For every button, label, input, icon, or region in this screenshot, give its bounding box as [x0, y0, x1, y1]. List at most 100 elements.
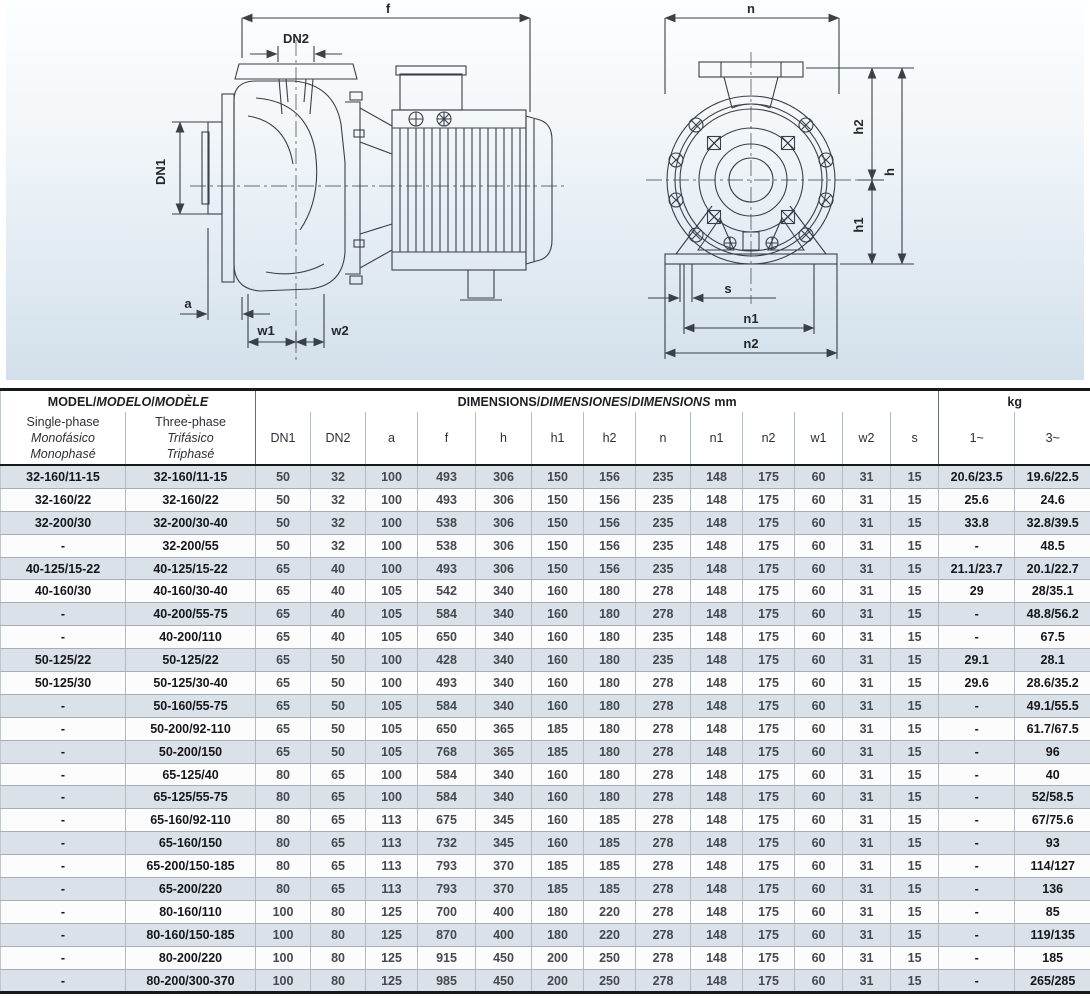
dim-cell: 148	[690, 740, 744, 764]
dim-cell: 50	[310, 717, 367, 741]
dim-cell: 148	[690, 602, 744, 627]
model-three-cell: 32-200/30-40	[125, 511, 257, 535]
separator: /	[627, 394, 632, 409]
dim-cell: 200	[531, 946, 585, 970]
col-header-w1: w1	[794, 412, 843, 466]
pump-casing	[201, 63, 358, 292]
three-phase-en: Three-phase	[155, 414, 226, 429]
weight-cell: -	[938, 740, 1016, 764]
dim-cell: 65	[310, 854, 367, 879]
dimensions-header: DIMENSIONS/DIMENSIONES/DIMENSIONS mm	[255, 389, 939, 412]
dim-cell: 50	[255, 511, 312, 535]
weight-cell: -	[938, 877, 1016, 901]
dim-cell: 278	[635, 854, 692, 879]
model-three-cell: 40-125/15-22	[125, 557, 257, 581]
dim-cell: 175	[742, 763, 796, 787]
dim-cell: 793	[417, 854, 477, 879]
dim-cell: 160	[531, 694, 585, 718]
model-three-cell: 50-200/92-110	[125, 717, 257, 741]
dim-cell: 345	[475, 808, 533, 833]
table-row: -32-200/55 50 32 100 538 306 150 156 235 148 175 60…	[0, 534, 1090, 558]
separator: /	[92, 394, 97, 409]
dim-cell: 113	[365, 831, 419, 856]
dim-cell: 175	[742, 694, 796, 718]
dim-cell: 15	[890, 579, 940, 604]
model-single-cell: -	[0, 625, 126, 650]
weight-cell: 29.1	[938, 648, 1016, 673]
weight-cell: -	[938, 946, 1016, 970]
dim-cell: 235	[635, 648, 692, 673]
weight-cell: 48.8/56.2	[1014, 602, 1090, 627]
dim-cell: 345	[475, 831, 533, 856]
dim-cell: 50	[255, 488, 312, 512]
model-single-cell: 32-200/30	[0, 511, 126, 535]
three-phase-es: Trifásico	[167, 430, 214, 445]
dim-cell: 100	[365, 534, 419, 558]
dim-cell: 370	[475, 877, 533, 901]
dim-cell: 235	[635, 625, 692, 650]
col-header-dn2: DN2	[310, 412, 366, 466]
dim-cell: 148	[690, 923, 744, 947]
weight-cell: 28.1	[1014, 648, 1090, 673]
dim-cell: 15	[890, 534, 940, 558]
dim-cell: 175	[742, 969, 796, 994]
weight-cell: 61.7/67.5	[1014, 717, 1090, 741]
dim-cell: 675	[417, 808, 477, 833]
model-single-cell: 40-125/15-22	[0, 557, 126, 581]
dim-cell: 15	[890, 671, 940, 695]
dim-cell: 15	[890, 511, 940, 535]
dim-cell: 31	[842, 785, 892, 810]
dim-cell: 175	[742, 465, 796, 489]
dim-cell: 278	[635, 740, 692, 764]
dim-cell: 40	[310, 625, 367, 650]
dim-cell: 50	[310, 740, 367, 764]
model-single-cell: -	[0, 923, 126, 947]
dim-cell: 60	[794, 831, 844, 856]
dim-label-h2: h2	[851, 119, 866, 134]
model-single-cell: -	[0, 946, 126, 970]
model-three-cell: 50-160/55-75	[125, 694, 257, 718]
weight-cell: 67.5	[1014, 625, 1090, 650]
dim-cell: 31	[842, 877, 892, 901]
dim-cell: 15	[890, 602, 940, 627]
dim-cell: 31	[842, 602, 892, 627]
dim-cell: 235	[635, 488, 692, 512]
dim-cell: 148	[690, 534, 744, 558]
table-row: -65-160/150 80 65 113 732 345 160 185 278 148 175 6…	[0, 831, 1090, 856]
dim-cell: 340	[475, 579, 533, 604]
dim-cell: 175	[742, 740, 796, 764]
weight-cell: 96	[1014, 740, 1090, 764]
dim-cell: 180	[583, 785, 637, 810]
model-single-cell: -	[0, 854, 126, 879]
model-single-cell: -	[0, 763, 126, 787]
dim-cell: 31	[842, 946, 892, 970]
kg-header: kg	[938, 389, 1090, 412]
model-three-cell: 65-125/40	[125, 763, 257, 787]
col-header-f: f	[417, 412, 476, 466]
dim-cell: 185	[583, 831, 637, 856]
dim-cell: 15	[890, 648, 940, 673]
dimension-n2	[664, 264, 838, 359]
dim-cell: 60	[794, 808, 844, 833]
dim-cell: 185	[531, 740, 585, 764]
dim-cell: 60	[794, 694, 844, 718]
dim-cell: 31	[842, 854, 892, 879]
weight-cell: -	[938, 534, 1016, 558]
dim-cell: 31	[842, 969, 892, 994]
dim-cell: 584	[417, 694, 477, 718]
dim-cell: 160	[531, 808, 585, 833]
weight-cell: -	[938, 763, 1016, 787]
dim-cell: 148	[690, 625, 744, 650]
weight-cell: 93	[1014, 831, 1090, 856]
dim-cell: 100	[365, 465, 419, 489]
weight-cell: 25.6	[938, 488, 1016, 512]
table-row: -80-160/150-185 100 80 125 870 400 180 220 278 14…	[0, 923, 1090, 947]
model-three-cell: 80-200/220	[125, 946, 257, 970]
model-title-es: MODELO	[96, 394, 152, 409]
dim-cell: 278	[635, 694, 692, 718]
dim-cell: 235	[635, 557, 692, 581]
dim-cell: 15	[890, 946, 940, 970]
dim-cell: 15	[890, 488, 940, 512]
model-three-cell: 50-125/22	[125, 648, 257, 673]
dim-cell: 60	[794, 625, 844, 650]
